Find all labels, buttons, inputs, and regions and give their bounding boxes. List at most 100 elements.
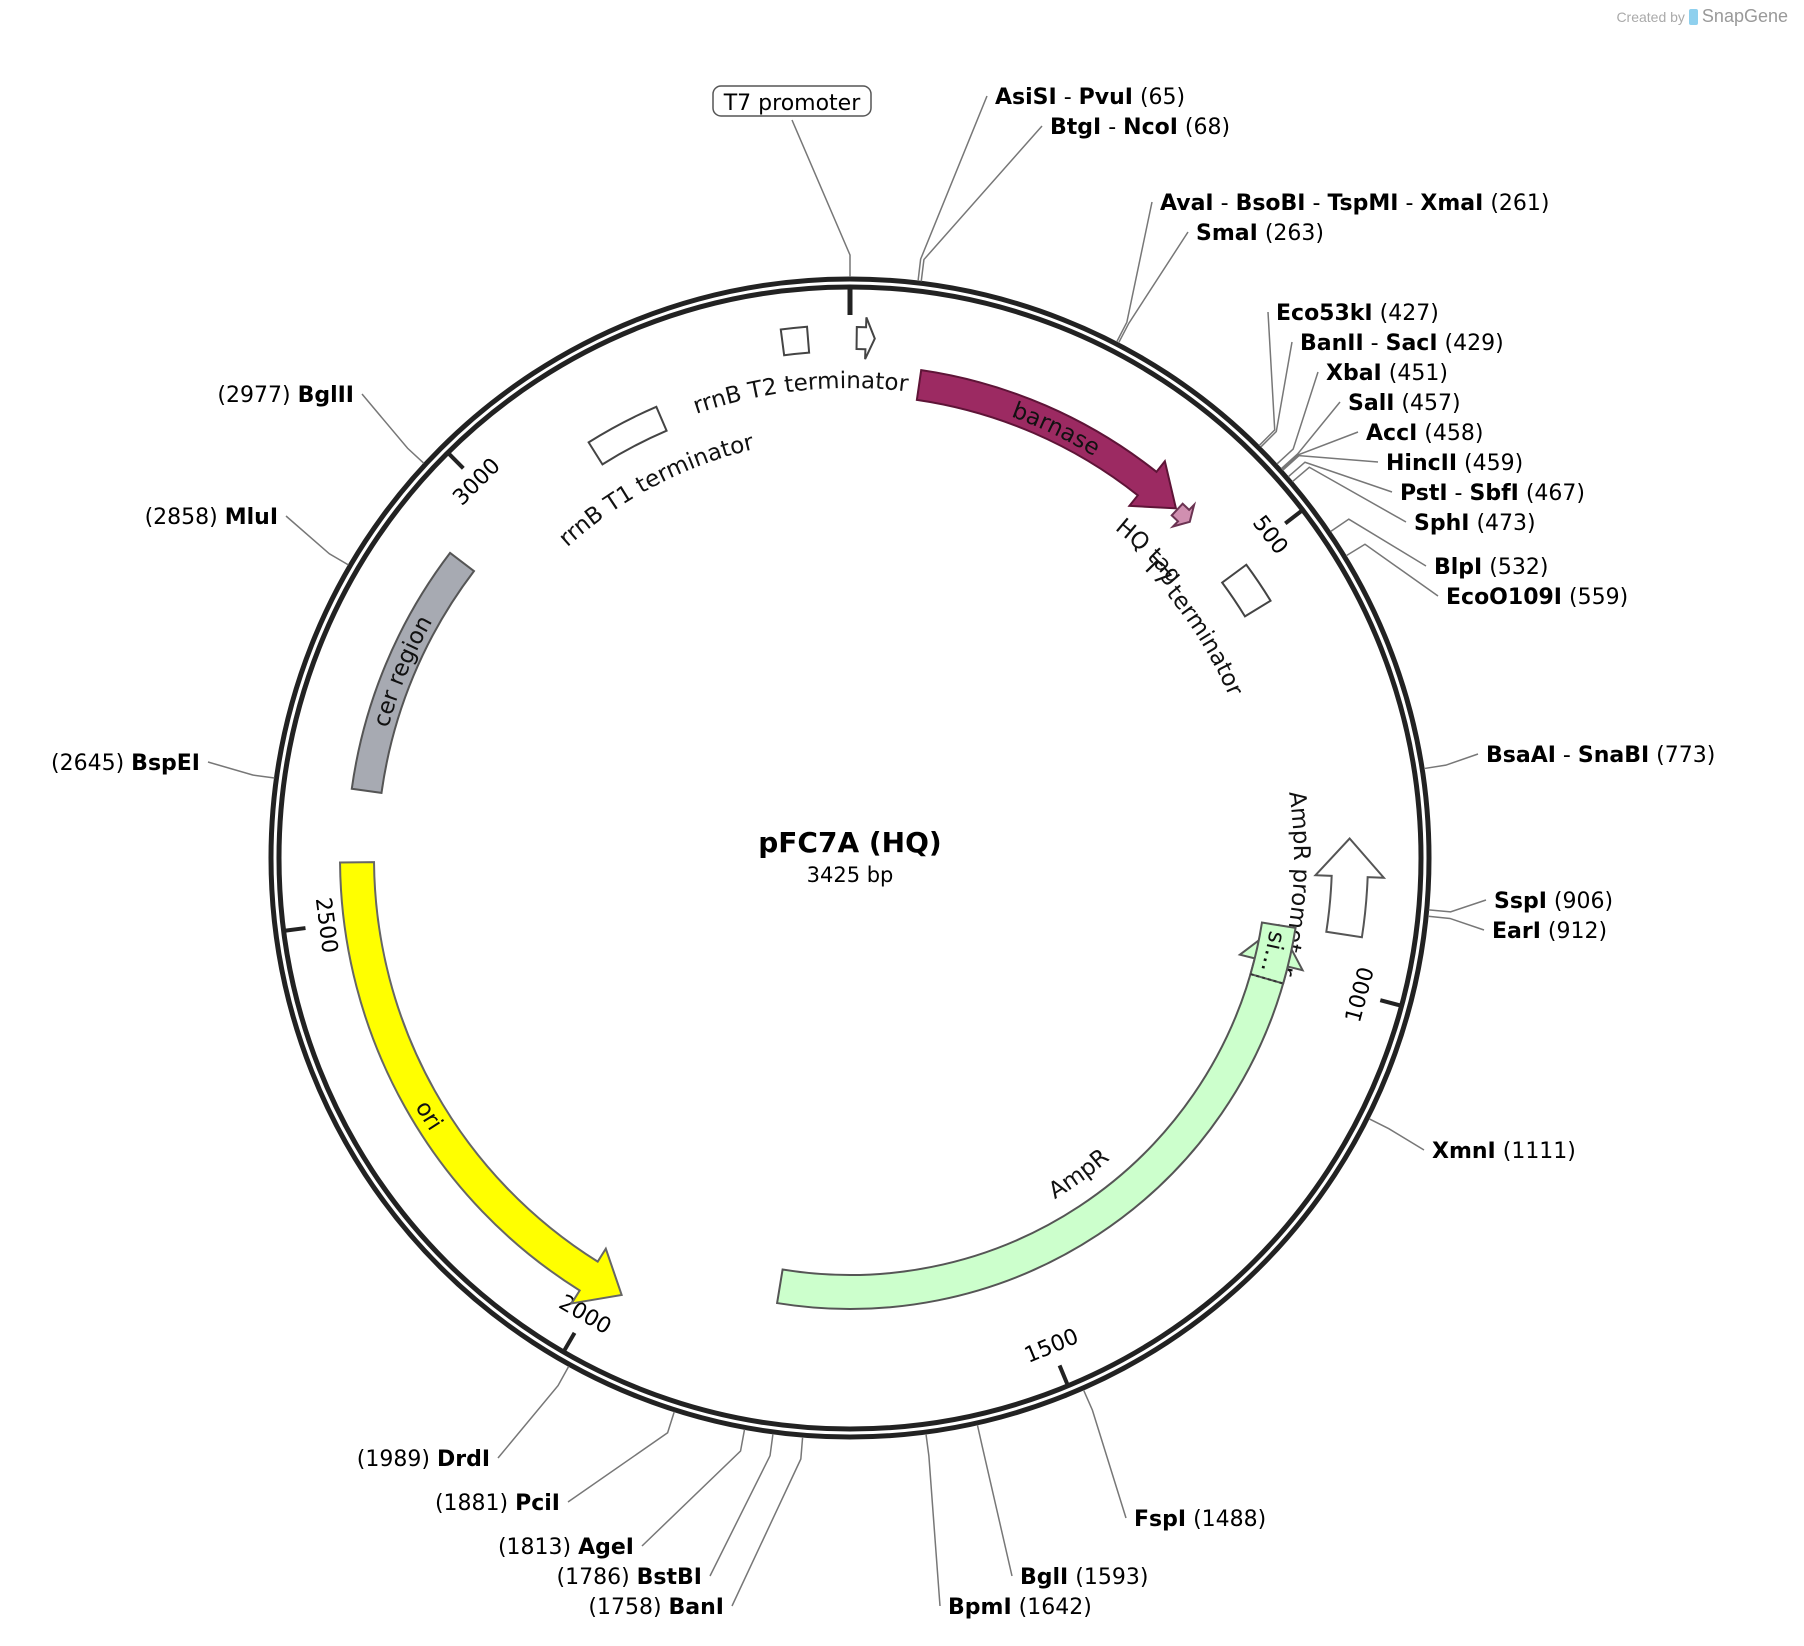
enzyme-name: SmaI	[1196, 221, 1258, 246]
site-bstbi[interactable]: (1786) BstBI	[557, 1433, 774, 1590]
site-position: (1989)	[357, 1447, 430, 1472]
site-asisi-pvui[interactable]: AsiSI - PvuI (65)	[917, 85, 1185, 282]
site-ecoo109i[interactable]: EcoO109I (559)	[1345, 543, 1628, 610]
site-t7-promoter[interactable]: T7 promoter	[712, 85, 872, 277]
enzyme-name: EarI	[1492, 919, 1541, 944]
feature-rrnb-t2-shape[interactable]	[779, 325, 811, 357]
feature-hq-tag-shape[interactable]	[1169, 501, 1197, 529]
site-separator: -	[1306, 191, 1328, 216]
site-leader	[917, 95, 988, 282]
feature-t7-promoter[interactable]	[855, 316, 876, 360]
enzyme-name: AgeI	[578, 1535, 634, 1560]
site-xbai[interactable]: XbaI (451)	[1276, 361, 1448, 465]
feature-cer-region-shape[interactable]	[350, 551, 476, 795]
site-xmni[interactable]: XmnI (1111)	[1368, 1118, 1576, 1164]
site-bspei[interactable]: (2645) BspEI	[51, 751, 275, 779]
site-bsaai-snabi[interactable]: BsaAI - SnaBI (773)	[1423, 743, 1715, 770]
feature-barnase[interactable]: barnase	[915, 369, 1178, 510]
feature-ampr-promoter-shape[interactable]	[1313, 837, 1387, 939]
site-position: (1881)	[435, 1491, 508, 1516]
site-position: (263)	[1265, 221, 1324, 246]
site-eari[interactable]: EarI (912)	[1427, 915, 1607, 944]
backbone-outer-ring	[268, 276, 1432, 1440]
site-hincii[interactable]: HincII (459)	[1282, 451, 1523, 476]
site-mlui[interactable]: (2858) MluI	[145, 505, 349, 566]
feature-rrnb-t1-shape[interactable]	[587, 405, 668, 466]
site-leader	[1280, 401, 1341, 470]
site-sali[interactable]: SalI (457)	[1280, 391, 1461, 470]
tick-label-500: 500	[1247, 511, 1292, 560]
site-label: XmnI (1111)	[1432, 1139, 1576, 1164]
site-label: AccI (458)	[1366, 421, 1483, 446]
site-leader	[1287, 461, 1393, 493]
enzyme-name: SphI	[1414, 511, 1469, 536]
site-position: (912)	[1548, 919, 1607, 944]
site-psti-sbfi[interactable]: PstI - SbfI (467)	[1287, 461, 1585, 506]
enzyme-name: HincII	[1386, 451, 1457, 476]
enzyme-name: XbaI	[1326, 361, 1382, 386]
feature-t7-terminator[interactable]: T7 terminator	[1136, 552, 1272, 700]
site-bpmi[interactable]: BpmI (1642)	[925, 1433, 1092, 1620]
enzyme-name: EcoO109I	[1446, 585, 1562, 610]
feature-ori[interactable]: ori	[339, 861, 623, 1305]
enzyme-name: MluI	[225, 505, 278, 530]
feature-rrnb-t1[interactable]: rrnB T1 terminator	[554, 405, 757, 552]
site-label: BanII - SacI (429)	[1300, 331, 1504, 356]
site-label: (2977) BglII	[217, 383, 354, 408]
site-leader	[1427, 915, 1485, 931]
site-sspi[interactable]: SspI (906)	[1428, 889, 1613, 914]
site-btgi-ncoi[interactable]: BtgI - NcoI (68)	[920, 115, 1230, 282]
site-label: PstI - SbfI (467)	[1400, 481, 1585, 506]
feature-rrnb-t2[interactable]: rrnB T2 terminator	[690, 325, 910, 420]
site-position: (467)	[1526, 481, 1585, 506]
site-smai[interactable]: SmaI (263)	[1117, 221, 1324, 344]
feature-ampr[interactable]: AmpR	[775, 923, 1305, 1310]
site-pcii[interactable]: (1881) PciI	[435, 1411, 675, 1516]
feature-cer-region[interactable]: cer region	[350, 551, 476, 795]
site-leader	[207, 761, 275, 779]
site-label: HincII (459)	[1386, 451, 1523, 476]
feature-ori-shape[interactable]	[339, 861, 623, 1305]
feature-signal-shape[interactable]	[1249, 921, 1297, 985]
site-bgli[interactable]: BglI (1593)	[976, 1424, 1148, 1590]
enzyme-name: DrdI	[437, 1447, 490, 1472]
feature-signal[interactable]: si…	[1249, 921, 1297, 985]
site-separator: -	[1556, 743, 1578, 768]
site-banii-saci[interactable]: BanII - SacI (429)	[1260, 331, 1504, 448]
site-position: (1642)	[1019, 1595, 1092, 1620]
site-leader	[361, 393, 425, 464]
site-blpi[interactable]: BlpI (532)	[1330, 518, 1549, 580]
site-position: (1813)	[498, 1535, 571, 1560]
feature-ampr-shape[interactable]	[775, 923, 1305, 1310]
tick-label-1500: 1500	[1021, 1324, 1082, 1368]
site-drdi[interactable]: (1989) DrdI	[357, 1365, 570, 1472]
site-label: SalI (457)	[1348, 391, 1461, 416]
feature-t7-promoter-shape[interactable]	[855, 316, 876, 360]
site-bani[interactable]: (1758) BanI	[588, 1437, 804, 1620]
site-avai-bsobi-tspmi-xmai[interactable]: AvaI - BsoBI - TspMI - XmaI (261)	[1116, 191, 1550, 343]
site-eco53ki[interactable]: Eco53kI (427)	[1258, 301, 1439, 447]
enzyme-name: SspI	[1494, 889, 1547, 914]
site-position: (532)	[1489, 555, 1548, 580]
site-leader	[497, 1365, 570, 1459]
feature-t7-terminator-shape[interactable]	[1220, 563, 1272, 618]
site-bglii[interactable]: (2977) BglII	[217, 383, 425, 464]
enzyme-name: SacI	[1386, 331, 1438, 356]
credit-brand: SnapGene	[1701, 6, 1788, 26]
feature-barnase-shape[interactable]	[915, 369, 1178, 510]
site-label-box	[712, 85, 872, 117]
site-leader	[1258, 311, 1276, 447]
site-agei[interactable]: (1813) AgeI	[498, 1429, 746, 1560]
site-fspi[interactable]: FspI (1488)	[1082, 1389, 1267, 1532]
plasmid-length: 3425 bp	[807, 863, 894, 887]
enzyme-name: BsoBI	[1236, 191, 1306, 216]
site-leader	[285, 515, 349, 566]
site-acci[interactable]: AccI (458)	[1281, 421, 1483, 471]
site-position: (1758)	[588, 1595, 661, 1620]
site-separator: -	[1101, 115, 1123, 140]
site-leader	[1117, 231, 1189, 344]
site-sphi[interactable]: SphI (473)	[1292, 466, 1536, 536]
enzyme-name: BtgI	[1050, 115, 1101, 140]
site-leader	[1282, 454, 1379, 471]
enzyme-name: AccI	[1366, 421, 1417, 446]
